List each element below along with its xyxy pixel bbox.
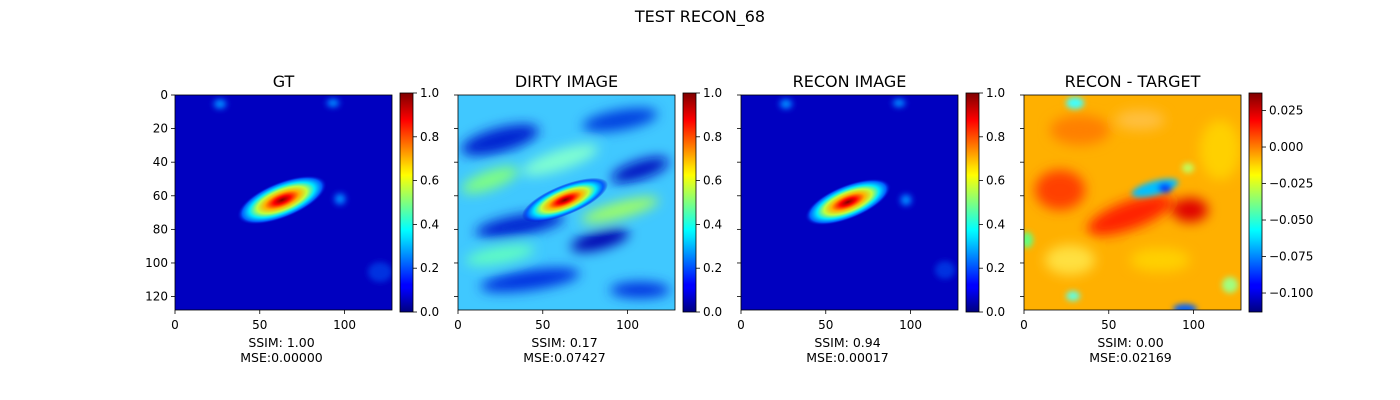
panel-1-frame (457, 94, 676, 311)
panel-3-x-tick-label-2: 100 (1182, 318, 1205, 332)
panel-0-y-tick-label-4: 80 (153, 222, 168, 236)
panel-1-colorbar (682, 92, 697, 313)
panel-1-x-tick-label-1: 50 (535, 318, 550, 332)
panel-0-y-tick-label-5: 100 (145, 256, 168, 270)
panel-2-x-tick-label-1: 50 (818, 318, 833, 332)
panel-0-frame (174, 94, 393, 311)
panel-1-image (458, 95, 675, 310)
panel-2-x-tick-label-2: 100 (899, 318, 922, 332)
panel-1-colorbar-tick-label-4: 0.8 (703, 130, 722, 144)
panel-1-x-tick-label-0: 0 (454, 318, 462, 332)
panel-3-colorbar-tick-label-3: −0.050 (1269, 213, 1313, 227)
panel-3-colorbar-tick-label-4: −0.075 (1269, 250, 1313, 264)
panel-2-colorbar-tick-label-1: 0.2 (986, 261, 1005, 275)
panel-2-image (741, 95, 958, 310)
panel-0-caption-line-1: MSE:0.00000 (240, 350, 323, 365)
panel-3-x-tick-label-1: 50 (1101, 318, 1116, 332)
panel-2-frame (740, 94, 959, 311)
panel-0-x-tick-label-0: 0 (171, 318, 179, 332)
panel-1-title: DIRTY IMAGE (515, 72, 618, 91)
panel-0-colorbar (399, 92, 414, 313)
panel-2-caption-line-0: SSIM: 0.94 (814, 335, 880, 350)
panel-0-image (175, 95, 392, 310)
panel-2-title: RECON IMAGE (793, 72, 907, 91)
panel-0-colorbar-tick-label-4: 0.8 (420, 130, 439, 144)
panel-0-x-tick-label-1: 50 (252, 318, 267, 332)
panel-0-colorbar-tick-label-2: 0.4 (420, 217, 439, 231)
panel-1-caption-line-0: SSIM: 0.17 (531, 335, 597, 350)
panel-3-colorbar-tick-label-5: −0.100 (1269, 286, 1313, 300)
panel-0-colorbar-tick-label-0: 0.0 (420, 305, 439, 319)
panel-1-colorbar-tick-label-3: 0.6 (703, 174, 722, 188)
panel-3-frame (1023, 94, 1242, 311)
panel-0-y-tick-label-0: 0 (160, 88, 168, 102)
panel-1-x-tick-label-2: 100 (616, 318, 639, 332)
panel-3-colorbar (1248, 92, 1263, 313)
panel-3-image (1024, 95, 1241, 310)
panel-0-x-tick-label-2: 100 (333, 318, 356, 332)
panel-0-title: GT (273, 72, 295, 91)
panel-2-colorbar-tick-label-4: 0.8 (986, 130, 1005, 144)
panel-2-colorbar-tick-label-5: 1.0 (986, 86, 1005, 100)
panel-1-caption-line-1: MSE:0.07427 (523, 350, 606, 365)
panel-0-y-tick-label-6: 120 (145, 290, 168, 304)
panel-0-caption-line-0: SSIM: 1.00 (248, 335, 314, 350)
panel-1-colorbar-tick-label-5: 1.0 (703, 86, 722, 100)
panel-2-colorbar-tick-label-0: 0.0 (986, 305, 1005, 319)
panel-0-y-tick-label-1: 20 (153, 122, 168, 136)
panel-0-colorbar-tick-label-1: 0.2 (420, 261, 439, 275)
figure-title: TEST RECON_68 (634, 7, 765, 27)
panel-2-colorbar-tick-label-3: 0.6 (986, 174, 1005, 188)
panel-3-colorbar-tick-label-2: −0.025 (1269, 177, 1313, 191)
panel-2-colorbar-tick-label-2: 0.4 (986, 217, 1005, 231)
panel-1-colorbar-tick-label-2: 0.4 (703, 217, 722, 231)
panel-2-colorbar (965, 92, 980, 313)
panel-1-colorbar-tick-label-1: 0.2 (703, 261, 722, 275)
panel-3-caption-line-0: SSIM: 0.00 (1097, 335, 1163, 350)
panel-2-caption-line-1: MSE:0.00017 (806, 350, 889, 365)
panel-0-y-tick-label-2: 40 (153, 155, 168, 169)
panel-3-x-tick-label-0: 0 (1020, 318, 1028, 332)
panel-2-x-tick-label-0: 0 (737, 318, 745, 332)
panel-3-title: RECON - TARGET (1065, 72, 1201, 91)
panel-3-colorbar-tick-label-0: 0.025 (1269, 104, 1303, 118)
panel-3-caption-line-1: MSE:0.02169 (1089, 350, 1172, 365)
panel-0-y-tick-label-3: 60 (153, 189, 168, 203)
panel-0-colorbar-tick-label-3: 0.6 (420, 174, 439, 188)
panel-0-colorbar-tick-label-5: 1.0 (420, 86, 439, 100)
panel-3-colorbar-tick-label-1: 0.000 (1269, 140, 1303, 154)
panel-1-colorbar-tick-label-0: 0.0 (703, 305, 722, 319)
